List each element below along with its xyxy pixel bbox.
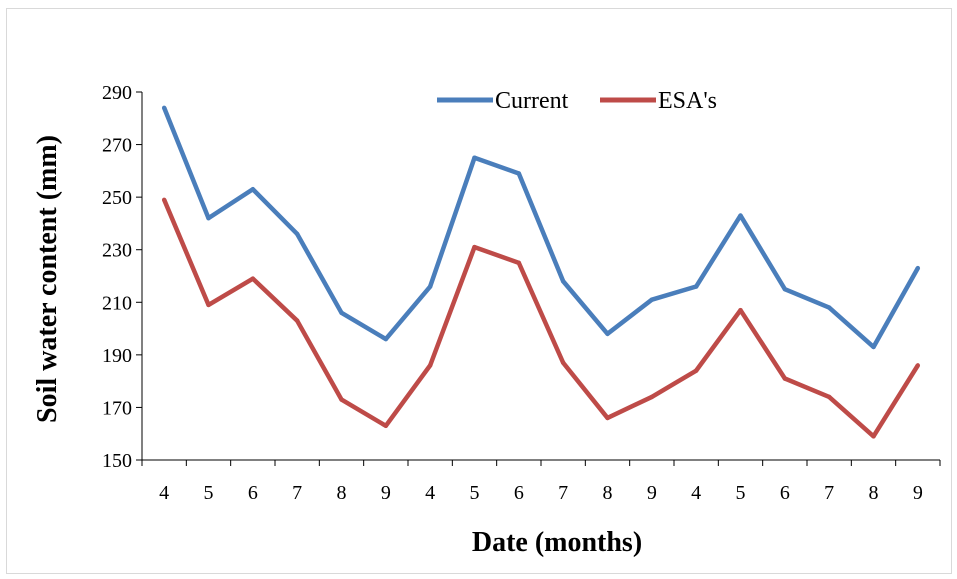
- x-tick-label: 5: [204, 482, 214, 504]
- x-tick-label: 6: [514, 482, 524, 504]
- data-point-current: [782, 286, 788, 292]
- x-tick-label: 8: [869, 482, 879, 504]
- data-point-current: [915, 265, 921, 271]
- x-tick-label: 7: [558, 482, 568, 504]
- series-line-current: [162, 106, 920, 350]
- x-axis-title: Date (months): [472, 527, 642, 558]
- y-tick-label: 250: [102, 187, 132, 209]
- y-tick-label: 270: [102, 135, 132, 157]
- y-tick-label: 150: [102, 450, 132, 472]
- data-point-current: [383, 336, 389, 342]
- data-point-esa-s: [649, 394, 655, 400]
- x-tick-label: 4: [159, 482, 169, 504]
- data-point-esa-s: [206, 302, 211, 308]
- data-point-current: [472, 155, 477, 160]
- data-point-esa-s: [605, 415, 610, 421]
- data-point-esa-s: [427, 363, 433, 368]
- x-tick-label: 9: [913, 482, 923, 504]
- x-tick-label: 5: [470, 482, 480, 504]
- x-tick-label: 9: [647, 482, 657, 504]
- legend: Current ESA's: [437, 88, 717, 114]
- data-point-esa-s: [383, 423, 389, 429]
- data-point-current: [649, 297, 655, 302]
- y-tick-label: 230: [102, 240, 132, 262]
- data-point-current: [560, 279, 566, 284]
- x-tick-label: 9: [381, 482, 391, 504]
- data-point-current: [294, 231, 300, 237]
- data-point-esa-s: [472, 244, 477, 250]
- data-point-esa-s: [294, 318, 300, 323]
- y-axis-title: Soil water content (mm): [32, 135, 63, 423]
- data-point-esa-s: [693, 368, 699, 373]
- x-tick-label: 6: [780, 482, 790, 504]
- x-tick-label: 5: [736, 482, 746, 504]
- data-point-current: [738, 213, 743, 218]
- x-tick-label: 4: [691, 482, 701, 504]
- data-point-esa-s: [339, 397, 344, 402]
- y-tick-label: 210: [102, 292, 132, 314]
- x-tick-label: 6: [248, 482, 258, 504]
- y-axis-ticks: 150 170 190 210 230 250 270 290: [102, 82, 142, 472]
- x-tick-label: 7: [824, 482, 834, 504]
- data-point-esa-s: [250, 276, 256, 281]
- x-tick-label: 4: [425, 482, 435, 504]
- x-tick-label: 7: [292, 482, 302, 504]
- data-point-current: [826, 305, 832, 310]
- data-point-current: [339, 310, 344, 315]
- x-tick-label: 8: [337, 482, 347, 504]
- data-point-current: [605, 331, 610, 337]
- data-point-current: [871, 344, 876, 350]
- data-point-current: [693, 284, 699, 289]
- data-point-esa-s: [560, 360, 566, 365]
- data-point-current: [206, 215, 211, 221]
- series-line-esa-s: [162, 198, 920, 439]
- data-point-esa-s: [826, 394, 832, 400]
- y-tick-label: 290: [102, 82, 132, 104]
- legend-label-esa: ESA's: [658, 88, 717, 114]
- data-point-esa-s: [516, 260, 522, 266]
- data-point-current: [250, 187, 256, 192]
- y-tick-label: 190: [102, 345, 132, 367]
- x-tick-label: 8: [603, 482, 613, 504]
- data-point-esa-s: [738, 307, 743, 313]
- data-point-esa-s: [871, 434, 876, 439]
- data-point-current: [427, 284, 433, 289]
- data-point-esa-s: [782, 376, 788, 381]
- y-tick-label: 170: [102, 397, 132, 419]
- data-point-current: [516, 171, 522, 176]
- data-point-esa-s: [161, 197, 167, 202]
- legend-label-current: Current: [495, 88, 569, 114]
- series-layer: [161, 105, 921, 439]
- data-point-current: [161, 105, 167, 110]
- data-point-esa-s: [915, 363, 921, 368]
- x-axis-ticks: 4 5 6 7 8 9 4 5 6 7 8 9 4 5 6 7 8 9: [141, 460, 941, 504]
